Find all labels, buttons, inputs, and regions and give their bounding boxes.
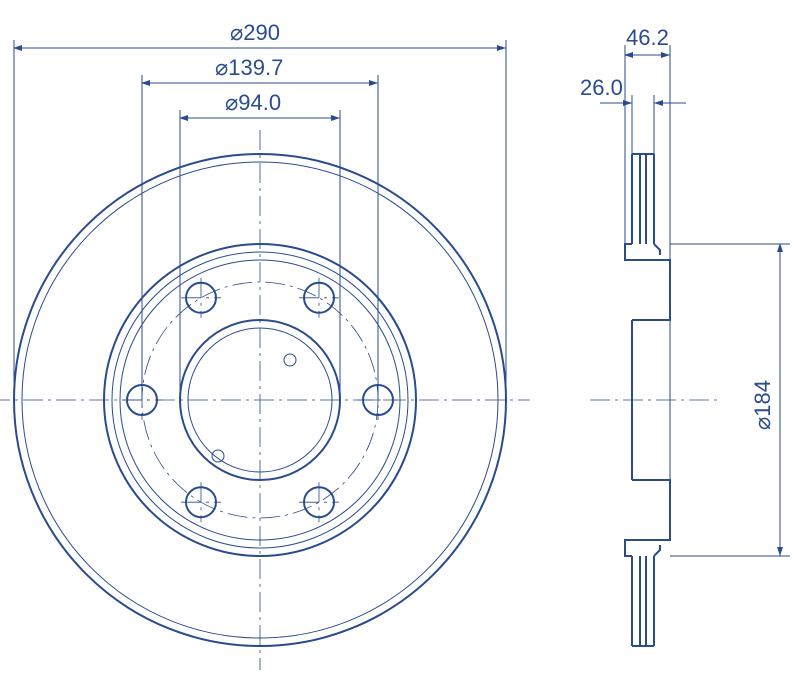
dim-label: ⌀184 bbox=[750, 380, 775, 430]
locating-hole bbox=[212, 450, 224, 462]
bolt-hole bbox=[181, 482, 221, 522]
bolt-hole bbox=[299, 278, 339, 318]
bolt-hole bbox=[299, 482, 339, 522]
technical-drawing: ⌀290 ⌀139.7 ⌀94.0 bbox=[0, 0, 800, 698]
hat-top bbox=[625, 244, 670, 320]
dim-label: 46.2 bbox=[626, 25, 669, 50]
dim-label: 26.0 bbox=[580, 75, 623, 100]
locating-hole bbox=[284, 354, 296, 366]
dim-label: ⌀290 bbox=[230, 20, 280, 45]
side-view: 46.2 26.0 ⌀184 bbox=[580, 25, 790, 646]
dim-label: ⌀94.0 bbox=[225, 90, 281, 115]
hat-bottom bbox=[625, 480, 670, 556]
dim-label: ⌀139.7 bbox=[215, 55, 283, 80]
front-view: ⌀290 ⌀139.7 ⌀94.0 bbox=[0, 20, 530, 670]
bolt-hole bbox=[181, 278, 221, 318]
